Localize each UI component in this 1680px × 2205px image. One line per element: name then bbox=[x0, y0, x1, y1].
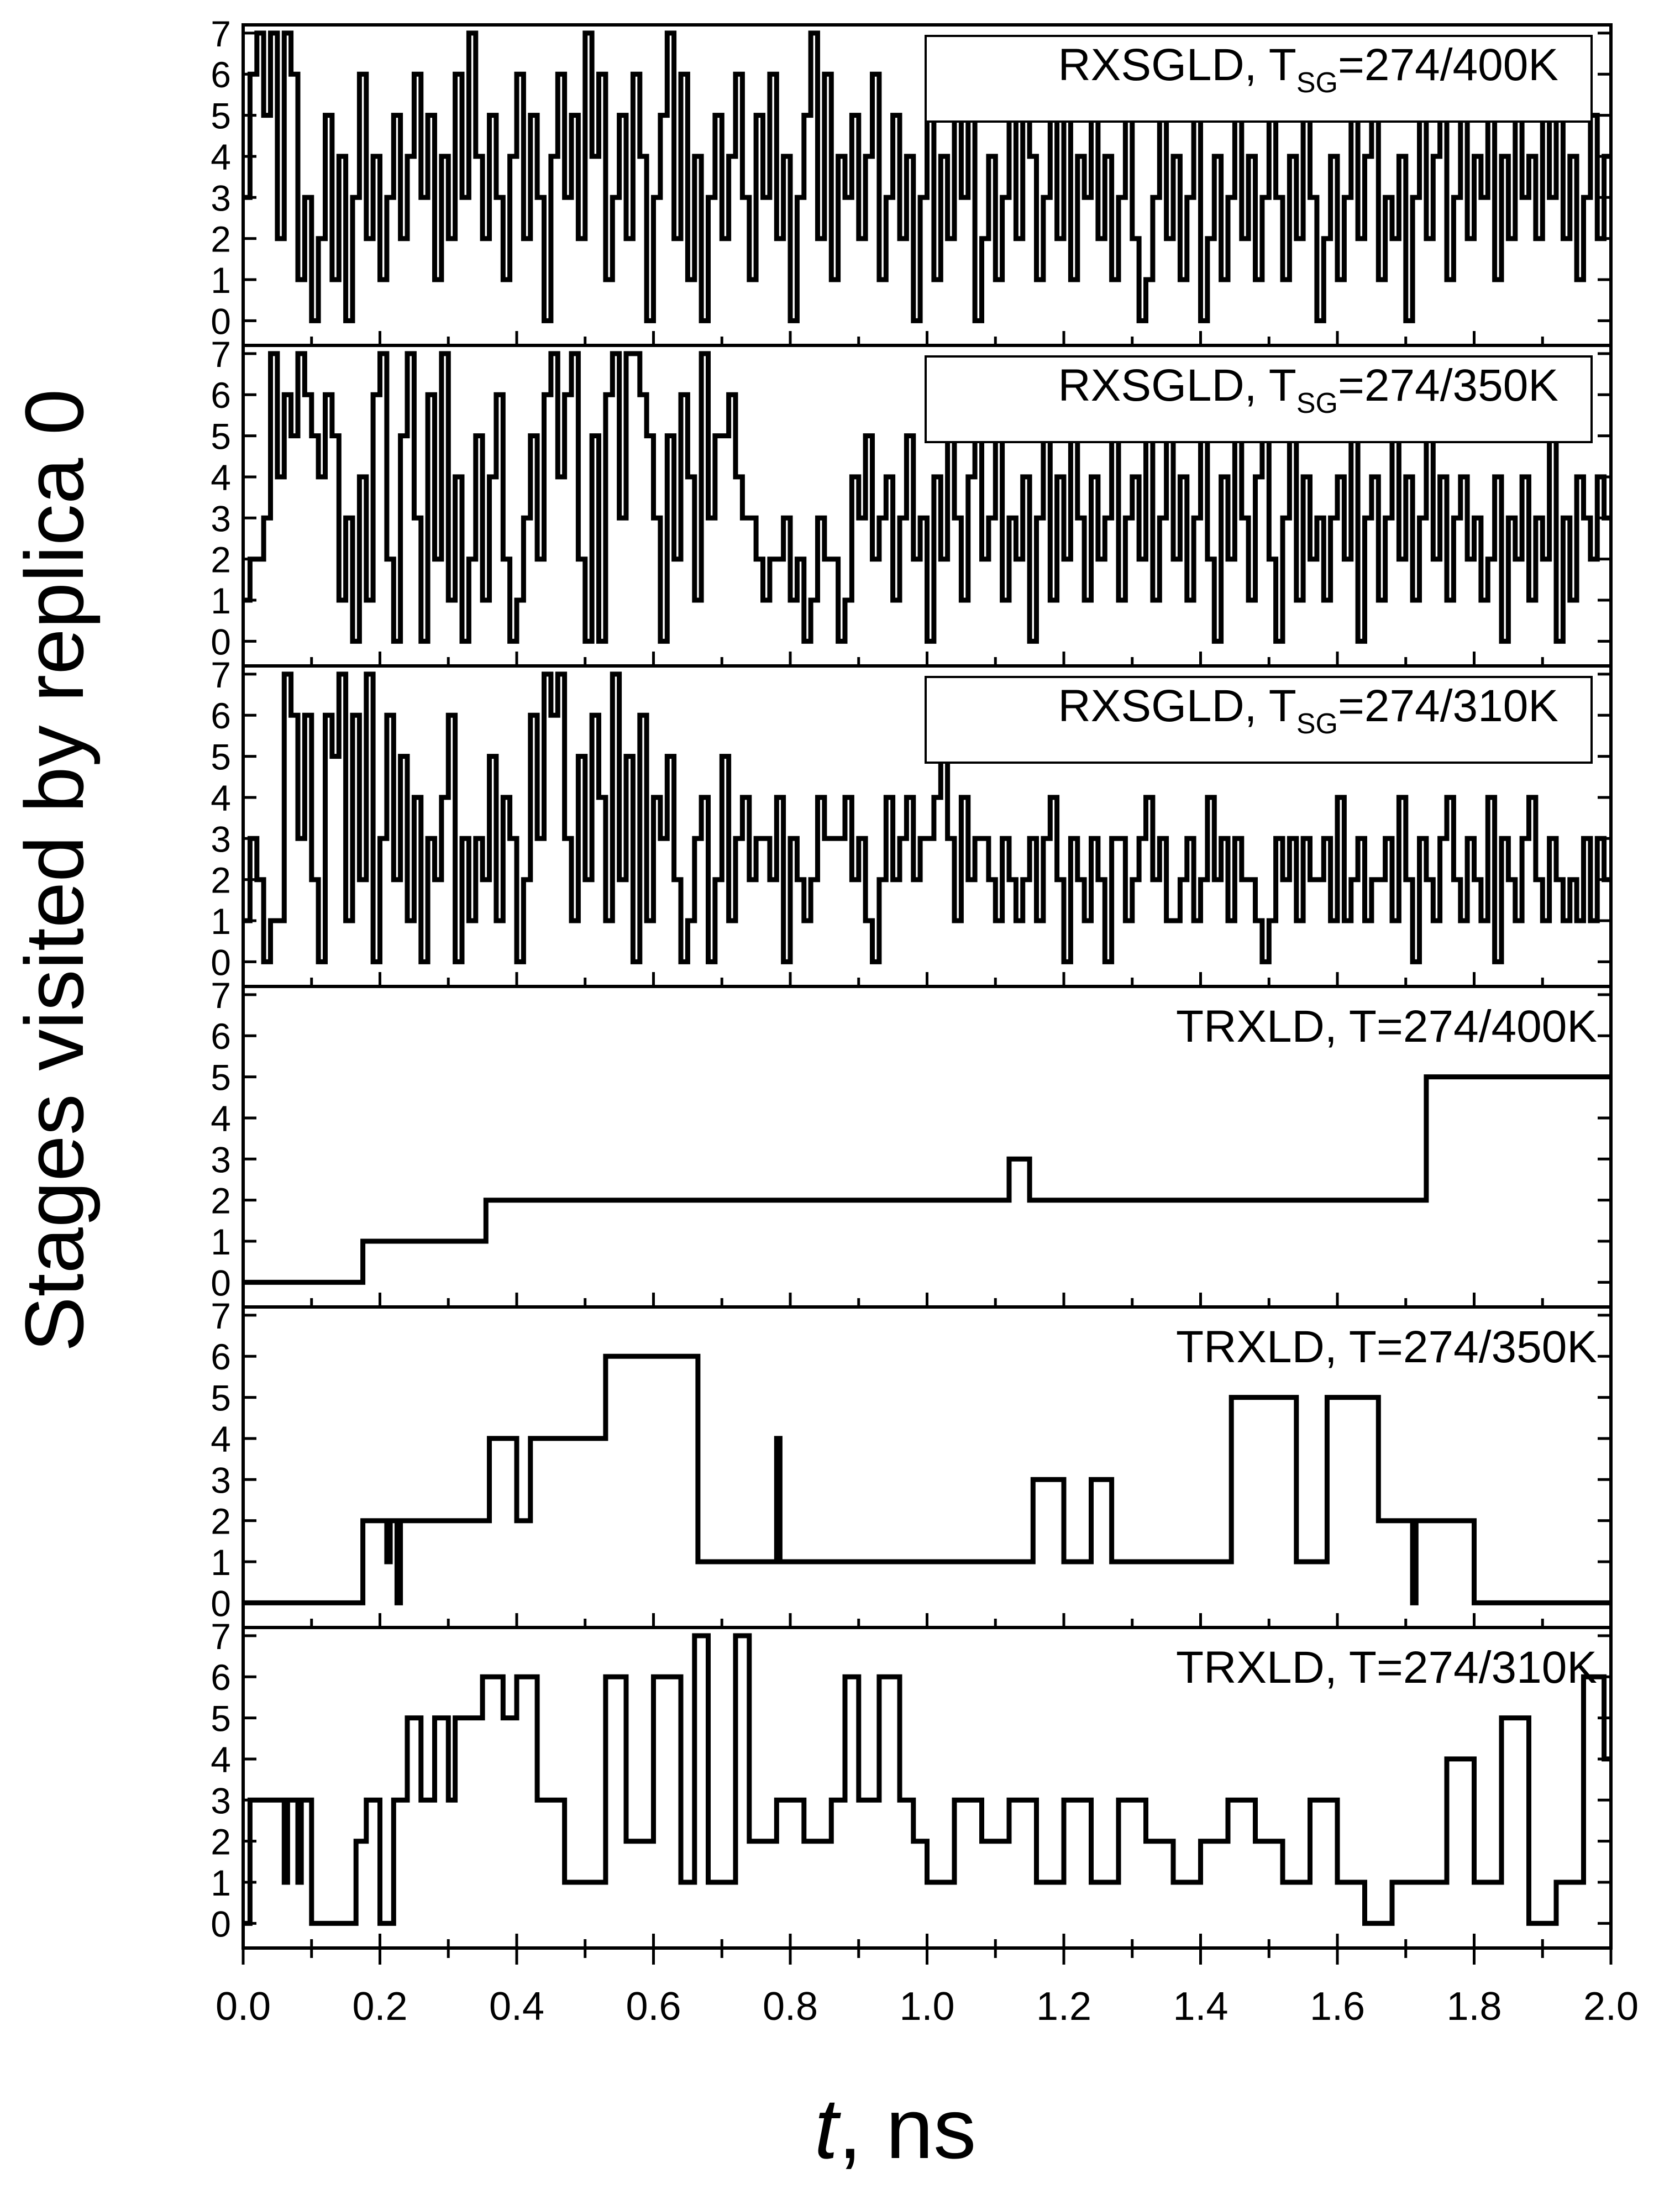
panel-label-sub: SG bbox=[1296, 387, 1338, 419]
panel-label-tail: =274/310K bbox=[1338, 681, 1558, 731]
x-tick-label: 0.2 bbox=[352, 1985, 407, 2029]
x-tick-label: 1.8 bbox=[1446, 1985, 1502, 2029]
y-tick-label: 6 bbox=[211, 375, 231, 416]
y-tick-label: 2 bbox=[211, 1501, 231, 1542]
panel-label-main: RXSGLD, T bbox=[1058, 360, 1296, 411]
y-tick-label: 1 bbox=[211, 1862, 231, 1903]
y-tick-label: 3 bbox=[211, 1460, 231, 1500]
y-tick-label: 6 bbox=[211, 1016, 231, 1057]
x-tick-label: 0.4 bbox=[489, 1985, 544, 2029]
y-tick-label: 2 bbox=[211, 539, 231, 580]
y-tick-label: 1 bbox=[211, 1542, 231, 1583]
x-tick-label: 2.0 bbox=[1583, 1985, 1639, 2029]
panel-label: TRXLD, T=274/310K bbox=[1176, 1642, 1597, 1693]
y-tick-label: 1 bbox=[211, 260, 231, 301]
y-tick-label: 1 bbox=[211, 580, 231, 621]
y-tick-label: 6 bbox=[211, 1657, 231, 1698]
panel-label-main: RXSGLD, T bbox=[1058, 40, 1296, 90]
y-tick-label: 7 bbox=[211, 654, 231, 695]
x-axis-label-rest: , ns bbox=[838, 2081, 977, 2176]
x-tick-label: 0.0 bbox=[216, 1985, 271, 2029]
panel-label: TRXLD, T=274/400K bbox=[1176, 1001, 1597, 1052]
y-tick-label: 5 bbox=[211, 1698, 231, 1739]
series-line-panel-6 bbox=[243, 1633, 1611, 1926]
y-tick-label: 6 bbox=[211, 54, 231, 95]
panel-label-tail: =274/400K bbox=[1338, 40, 1558, 90]
y-tick-label: 5 bbox=[211, 416, 231, 457]
y-tick-label: 4 bbox=[211, 1739, 231, 1780]
y-tick-label: 7 bbox=[211, 975, 231, 1016]
y-tick-label: 0 bbox=[211, 1262, 231, 1303]
y-tick-label: 7 bbox=[211, 13, 231, 54]
y-tick-label: 4 bbox=[211, 778, 231, 818]
y-tick-label: 6 bbox=[211, 1336, 231, 1377]
y-tick-label: 2 bbox=[211, 1821, 231, 1862]
series-line-panel-5 bbox=[243, 1353, 1611, 1605]
y-tick-label: 4 bbox=[211, 1098, 231, 1139]
y-tick-label: 5 bbox=[211, 1378, 231, 1419]
x-tick-label: 0.8 bbox=[763, 1985, 818, 2029]
y-tick-label: 5 bbox=[211, 737, 231, 778]
x-tick-label: 1.2 bbox=[1036, 1985, 1091, 2029]
y-tick-label: 0 bbox=[211, 942, 231, 983]
series-line-panel-2 bbox=[243, 351, 1611, 644]
series-line-panel-1 bbox=[243, 30, 1611, 323]
series-line-panel-3 bbox=[243, 671, 1611, 964]
y-tick-label: 5 bbox=[211, 96, 231, 136]
y-axis-label: Stages visited by replica 0 bbox=[8, 389, 101, 1352]
y-tick-label: 1 bbox=[211, 901, 231, 942]
series-line-panel-4 bbox=[243, 1074, 1611, 1285]
y-tick-label: 3 bbox=[211, 818, 231, 859]
x-tick-label: 1.0 bbox=[899, 1985, 954, 2029]
y-tick-label: 6 bbox=[211, 695, 231, 736]
y-tick-label: 2 bbox=[211, 219, 231, 260]
y-tick-label: 3 bbox=[211, 1139, 231, 1180]
panel-label-box bbox=[925, 35, 1593, 123]
y-tick-label: 3 bbox=[211, 498, 231, 539]
y-tick-label: 0 bbox=[211, 621, 231, 662]
y-tick-label: 7 bbox=[211, 1616, 231, 1657]
panel-label: RXSGLD, TSG=274/310K bbox=[1058, 681, 1558, 740]
x-axis-label-italic: t bbox=[815, 2081, 842, 2176]
y-tick-label: 2 bbox=[211, 860, 231, 901]
panel-label-main: TRXLD, T=274/350K bbox=[1176, 1322, 1597, 1372]
panel-label: RXSGLD, TSG=274/400K bbox=[1058, 40, 1558, 99]
panel-label-main: TRXLD, T=274/310K bbox=[1176, 1642, 1597, 1693]
panel-label-sub: SG bbox=[1296, 708, 1338, 740]
y-tick-label: 1 bbox=[211, 1221, 231, 1262]
panel-label: TRXLD, T=274/350K bbox=[1176, 1322, 1597, 1372]
y-tick-label: 5 bbox=[211, 1057, 231, 1098]
panel-label-sub: SG bbox=[1296, 67, 1338, 99]
y-tick-label: 3 bbox=[211, 1780, 231, 1821]
y-tick-label: 7 bbox=[211, 1295, 231, 1336]
panel-label-tail: =274/350K bbox=[1338, 360, 1558, 411]
x-tick-label: 0.6 bbox=[626, 1985, 681, 2029]
y-tick-label: 3 bbox=[211, 177, 231, 218]
y-tick-label: 0 bbox=[211, 301, 231, 342]
y-tick-label: 4 bbox=[211, 457, 231, 498]
y-tick-label: 2 bbox=[211, 1180, 231, 1221]
panel-label-box bbox=[925, 355, 1593, 443]
panel-label-main: TRXLD, T=274/400K bbox=[1176, 1001, 1597, 1052]
x-axis: 0.0 0.2 0.4 0.6 0.8 1.0 1.2 1.4 1.6 1.8 2.0 bbox=[216, 1948, 1639, 2029]
y-tick-label: 7 bbox=[211, 334, 231, 375]
y-tick-label: 0 bbox=[211, 1583, 231, 1624]
y-tick-label: 0 bbox=[211, 1903, 231, 1944]
panel-label: RXSGLD, TSG=274/350K bbox=[1058, 360, 1558, 419]
x-tick-label: 1.6 bbox=[1310, 1985, 1365, 2029]
panel-label-box bbox=[925, 676, 1593, 764]
y-tick-label: 4 bbox=[211, 136, 231, 177]
x-axis-label: t, ns bbox=[815, 2081, 977, 2176]
x-tick-label: 1.4 bbox=[1173, 1985, 1228, 2029]
y-tick-label: 4 bbox=[211, 1419, 231, 1460]
panel-label-main: RXSGLD, T bbox=[1058, 681, 1296, 731]
